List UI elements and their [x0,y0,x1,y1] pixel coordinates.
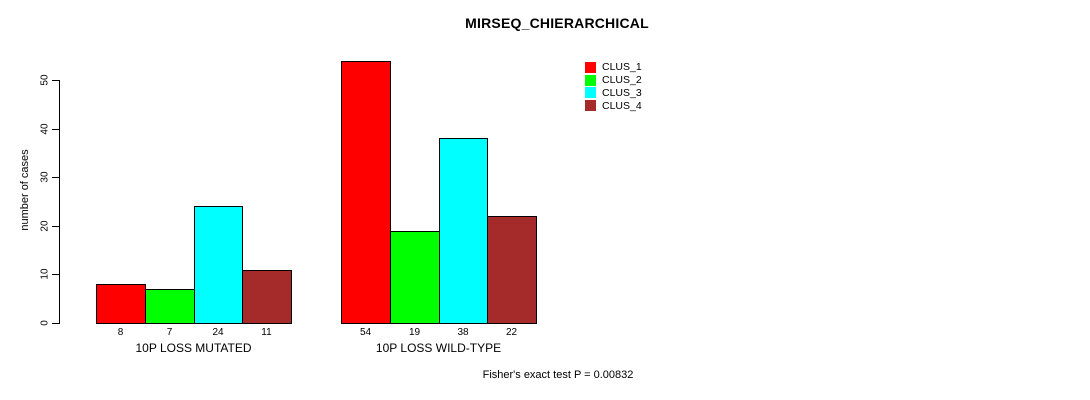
y-axis-line [59,80,60,324]
group-label: 10P LOSS WILD-TYPE [375,341,502,355]
y-tick-label-40: 40 [39,123,51,135]
bar-value-label: 22 [505,327,518,338]
y-tick-mark-40 [52,129,59,130]
legend-row-clus_1: CLUS_1 [585,61,642,74]
legend-label: CLUS_3 [602,86,642,99]
y-tick-mark-50 [52,80,59,81]
bar-clus_2-group2 [390,231,440,324]
legend-label: CLUS_4 [602,99,642,112]
legend-swatch [585,87,596,99]
legend-swatch [585,100,596,112]
y-tick-mark-0 [52,323,59,324]
bar-clus_1-group2 [341,61,391,324]
bar-clus_3-group2 [439,138,488,324]
bar-clus_2-group1 [145,289,195,324]
y-tick-label-20: 20 [39,220,51,232]
y-tick-label-0: 0 [39,320,51,326]
y-tick-label-10: 10 [39,268,51,280]
bar-clus_4-group2 [487,216,537,324]
legend-row-clus_3: CLUS_3 [585,87,642,100]
y-tick-mark-20 [52,226,59,227]
bar-clus_1-group1 [96,284,146,324]
y-axis-title: number of cases [19,149,31,231]
y-tick-label-30: 30 [39,171,51,183]
bar-value-label: 54 [359,327,372,338]
bar-value-label: 19 [408,327,421,338]
y-tick-mark-10 [52,274,59,275]
bar-value-label: 8 [117,327,124,338]
legend-label: CLUS_2 [602,74,642,87]
legend-row-clus_4: CLUS_4 [585,99,642,112]
y-tick-mark-30 [52,177,59,178]
group-label: 10P LOSS MUTATED [135,341,252,355]
bar-clus_3-group1 [194,206,243,324]
stat-note: Fisher's exact test P = 0.00832 [482,369,634,381]
y-tick-label-50: 50 [39,74,51,86]
bar-clus_4-group1 [242,270,292,324]
bar-value-label: 11 [261,327,272,338]
legend-swatch [585,74,596,86]
legend-swatch [585,61,596,73]
chart-title: MIRSEQ_CHIERARCHICAL [465,15,649,31]
legend-row-clus_2: CLUS_2 [585,74,642,87]
legend: CLUS_1 CLUS_2 CLUS_3 CLUS_4 [585,61,642,112]
legend-label: CLUS_1 [602,61,642,74]
bar-value-label: 7 [166,327,173,338]
bar-value-label: 38 [457,327,469,338]
bar-value-label: 24 [212,327,224,338]
